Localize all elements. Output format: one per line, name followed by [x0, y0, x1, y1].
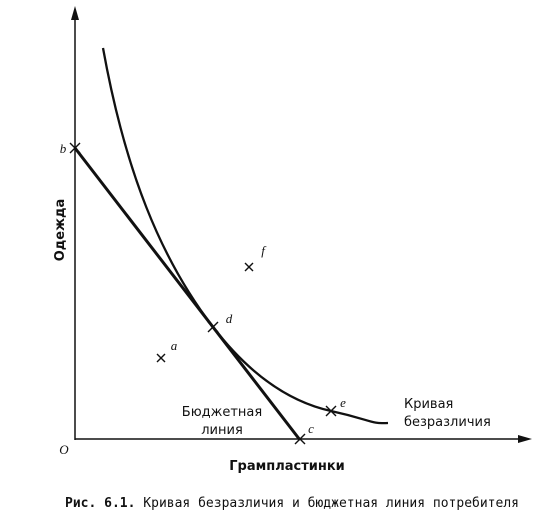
point-markers [69, 142, 337, 445]
point-label: e [340, 395, 346, 410]
caption: Рис. 6.1. Кривая безразличия и бюджетная… [65, 496, 519, 511]
origin-label: O [59, 442, 69, 457]
caption-text: Кривая безразличия и бюджетная линия пот… [143, 496, 519, 511]
point-label: f [261, 243, 267, 258]
caption-number: Рис. 6.1. [65, 496, 135, 511]
budget-line-label: линия [201, 423, 243, 438]
x-axis-label: Грампластинки [229, 459, 345, 474]
point-label: a [171, 338, 178, 353]
budget-line-label: Бюджетная [182, 405, 262, 420]
point-label: b [60, 141, 67, 156]
indifference-curve [101, 47, 389, 425]
point-label: d [226, 311, 233, 326]
point-label: c [308, 421, 314, 436]
budget-line [73, 147, 302, 441]
y-arrow [71, 6, 79, 20]
curve-label: Кривая [404, 397, 453, 412]
y-axis-label: Одежда [53, 199, 68, 262]
x-arrow [518, 435, 532, 443]
curve-label: безразличия [404, 415, 491, 430]
